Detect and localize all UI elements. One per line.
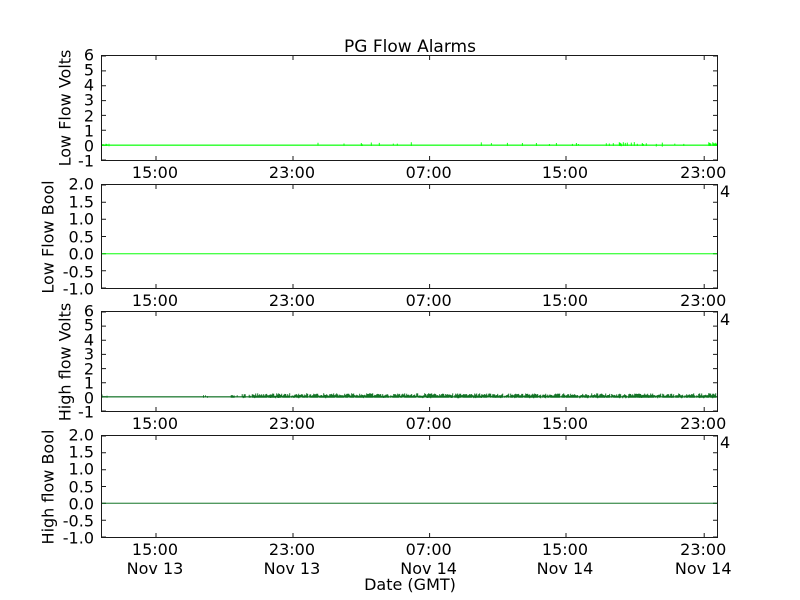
x-tick-time-label: 23:00 bbox=[680, 540, 727, 559]
x-tick-time-label: 07:00 bbox=[405, 414, 452, 433]
x-tick-date-label: Nov 14 bbox=[400, 559, 457, 578]
chart-title: PG Flow Alarms bbox=[344, 37, 476, 57]
y-tick-label: 3 bbox=[83, 90, 94, 110]
x-tick-time-label: 23:00 bbox=[268, 540, 316, 559]
clipped-date-label: 4 bbox=[720, 310, 731, 329]
subplot-axes-1 bbox=[101, 55, 718, 161]
x-tick-date-label: Nov 14 bbox=[674, 559, 732, 578]
x-tick-time-label: 15:00 bbox=[131, 291, 179, 310]
subplot-axes-2 bbox=[101, 184, 718, 289]
y-tick-label: 3 bbox=[83, 344, 94, 364]
y-tick-label: -1 bbox=[78, 402, 94, 422]
x-tick-time-label: 23:00 bbox=[680, 414, 727, 433]
subplot-canvas-1 bbox=[102, 56, 717, 160]
y-tick-label: 2 bbox=[83, 106, 94, 126]
tick-marks bbox=[102, 436, 717, 537]
x-tick-time-label: 15:00 bbox=[541, 540, 589, 559]
subplot-axes-4 bbox=[101, 435, 718, 538]
x-tick-time-label: 23:00 bbox=[680, 163, 727, 182]
y-tick-label: 0.0 bbox=[68, 494, 94, 514]
x-tick-time-label: 15:00 bbox=[131, 540, 179, 559]
y-tick-label: 1.0 bbox=[68, 209, 94, 229]
series-noise bbox=[102, 393, 717, 399]
x-tick-time-label: 15:00 bbox=[541, 414, 589, 433]
x-tick-time-label: 23:00 bbox=[680, 291, 727, 310]
subplot-canvas-2 bbox=[102, 185, 717, 288]
x-tick-date-label: Nov 13 bbox=[126, 559, 184, 578]
y-tick-label: 6 bbox=[83, 45, 94, 65]
y-tick-label: 1.5 bbox=[68, 442, 94, 462]
clipped-date-label: 4 bbox=[720, 433, 731, 452]
y-tick-label: 6 bbox=[83, 301, 94, 321]
subplot-canvas-3 bbox=[102, 312, 717, 411]
y-tick-label: -1.0 bbox=[62, 279, 94, 299]
y-tick-label: 2 bbox=[83, 359, 94, 379]
y-tick-label: 0.0 bbox=[68, 244, 94, 264]
subplot-axes-3 bbox=[101, 311, 718, 412]
y-axis-label-4: High flow Bool bbox=[38, 429, 58, 544]
x-tick-time-label: 23:00 bbox=[268, 291, 316, 310]
y-tick-label: 0 bbox=[83, 388, 94, 408]
y-tick-label: 5 bbox=[83, 60, 94, 80]
x-axis-label: Date (GMT) bbox=[364, 575, 456, 594]
x-tick-time-label: 15:00 bbox=[131, 163, 179, 182]
y-tick-label: 0.5 bbox=[68, 227, 94, 246]
y-tick-label: 1.0 bbox=[68, 459, 94, 479]
y-tick-label: 2.0 bbox=[68, 425, 94, 445]
y-tick-label: -0.5 bbox=[62, 262, 94, 281]
y-tick-label: -0.5 bbox=[62, 511, 94, 531]
y-tick-label: 4 bbox=[83, 75, 94, 95]
y-tick-label: 0 bbox=[83, 136, 94, 156]
y-axis-label-2: Low Flow Bool bbox=[38, 179, 58, 294]
y-tick-label: 4 bbox=[83, 330, 94, 350]
y-tick-label: 1 bbox=[83, 373, 94, 393]
x-tick-date-label: Nov 13 bbox=[263, 559, 321, 578]
y-tick-label: 2.0 bbox=[68, 174, 94, 194]
clipped-date-label: 4 bbox=[720, 182, 731, 201]
x-tick-time-label: 23:00 bbox=[268, 414, 316, 433]
x-tick-time-label: 07:00 bbox=[405, 291, 452, 310]
y-tick-label: -1 bbox=[78, 151, 94, 171]
x-tick-time-label: 23:00 bbox=[268, 163, 316, 182]
x-tick-time-label: 15:00 bbox=[541, 291, 589, 310]
y-tick-label: 1 bbox=[83, 121, 94, 141]
y-tick-label: 0.5 bbox=[68, 477, 94, 496]
y-tick-label: 1.5 bbox=[68, 192, 94, 211]
x-tick-time-label: 07:00 bbox=[405, 163, 452, 182]
tick-marks bbox=[102, 185, 717, 288]
y-tick-label: -1.0 bbox=[62, 528, 94, 548]
y-tick-label: 5 bbox=[83, 315, 94, 335]
y-axis-label-1: Low Flow Volts bbox=[55, 49, 75, 167]
x-tick-time-label: 15:00 bbox=[131, 414, 179, 433]
x-tick-time-label: 07:00 bbox=[405, 540, 452, 559]
subplot-canvas-4 bbox=[102, 436, 717, 537]
x-tick-date-label: Nov 14 bbox=[536, 559, 594, 578]
tick-marks bbox=[102, 56, 717, 160]
series-noise bbox=[102, 142, 717, 147]
x-tick-time-label: 15:00 bbox=[541, 163, 589, 182]
y-axis-label-3: High flow Volts bbox=[55, 302, 75, 421]
